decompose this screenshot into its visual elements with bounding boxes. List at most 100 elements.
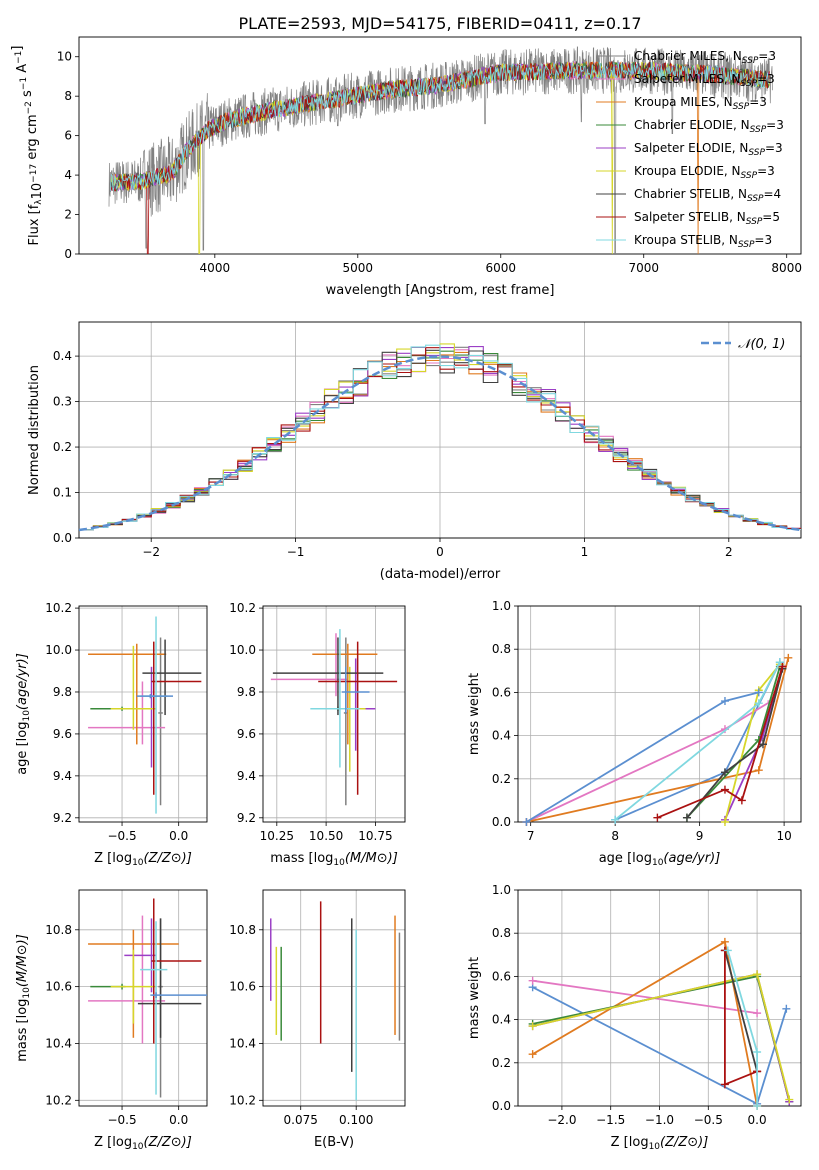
plus-marker xyxy=(720,697,729,706)
y-tick-label: 9.2 xyxy=(53,811,72,825)
massweight-vs-age-panel: 7 8 9 10 0.0 0.2 0.4 0.6 0.8 1.0 age [log10(age/yr… xyxy=(467,599,802,868)
age-vs-mass-panel: 10.25 10.50 10.75 9.2 9.4 9.6 9.8 10.0 10.2 mass … xyxy=(229,601,406,868)
legend-label: Salpeter ELODIE, NSSP=3 xyxy=(634,141,783,158)
legend-label: Kroupa STELIB, NSSP=3 xyxy=(634,233,772,250)
plus-marker xyxy=(720,785,729,794)
residuals-panel: −2 −1 0 1 2 0.0 0.1 0.2 0.3 0.4 𝒩(0, 1) (data-model… xyxy=(27,321,802,582)
y-tick-label: 10.6 xyxy=(45,980,72,994)
legend-label: Salpeter MILES, NSSP=3 xyxy=(634,72,775,89)
legend-label: Kroupa MILES, NSSP=3 xyxy=(634,95,767,112)
plus-marker xyxy=(778,662,787,671)
x-tick-label: 0.0 xyxy=(748,1113,767,1127)
model-spectrum-line xyxy=(110,60,770,192)
y-tick-label: 1.0 xyxy=(492,599,511,613)
mass-weight-line xyxy=(724,950,758,1072)
x-tick-label: 0.100 xyxy=(339,1113,373,1127)
mass-weight-line xyxy=(532,973,791,1102)
y-tick-label: 9.6 xyxy=(237,727,256,741)
y-tick-label: 10.2 xyxy=(45,601,72,615)
plus-marker xyxy=(754,688,763,697)
mass-weight-line xyxy=(525,691,760,823)
x-axis-label: E(B-V) xyxy=(314,1135,354,1150)
x-tick-label: 7000 xyxy=(628,261,659,275)
y-axis-label: Flux [fλ10−17 erg cm−2 s−1 A−1] xyxy=(10,46,45,246)
y-tick-label: 10.2 xyxy=(45,1093,72,1107)
x-axis-label: Z [log10(Z/Z⊙)] xyxy=(94,1135,192,1152)
x-tick-label: 10.75 xyxy=(358,829,392,843)
plus-marker xyxy=(753,1048,762,1056)
y-tick-label: 0.6 xyxy=(492,685,511,699)
plus-marker xyxy=(753,970,762,979)
y-tick-label: 10.8 xyxy=(229,923,256,937)
y-tick-label: 8 xyxy=(64,89,72,103)
y-tick-label: 0.0 xyxy=(492,1099,511,1113)
mass-weight-line xyxy=(657,666,784,819)
y-tick-label: 0.2 xyxy=(53,440,72,454)
x-tick-label: −0.5 xyxy=(107,829,136,843)
y-tick-label: 10 xyxy=(57,50,72,64)
y-tick-label: 0.4 xyxy=(492,729,511,743)
y-tick-label: 0.2 xyxy=(492,1056,511,1070)
y-tick-label: 4 xyxy=(64,168,72,182)
plus-marker xyxy=(723,946,732,955)
x-tick-label: 10.50 xyxy=(309,829,343,843)
x-tick-label: 10 xyxy=(776,829,791,843)
mass-weight-line xyxy=(526,700,772,823)
x-tick-label: 10.25 xyxy=(260,829,294,843)
x-tick-label: −1.0 xyxy=(645,1113,674,1127)
y-tick-label: 10.6 xyxy=(229,980,256,994)
mass-weight-line xyxy=(724,663,781,823)
axes-frame xyxy=(517,889,802,1107)
y-tick-label: 0.2 xyxy=(492,772,511,786)
y-tick-label: 0.0 xyxy=(492,815,511,829)
y-tick-label: 9.8 xyxy=(237,685,256,699)
y-tick-label: 9.4 xyxy=(53,769,72,783)
y-axis-label: age [log10(age/yr)] xyxy=(15,653,32,775)
y-tick-label: 0.3 xyxy=(53,395,72,409)
legend-label: 𝒩(0, 1) xyxy=(738,337,785,352)
y-tick-label: 6 xyxy=(64,129,72,143)
plus-marker xyxy=(611,815,620,824)
x-tick-label: 2 xyxy=(725,545,733,559)
plus-marker xyxy=(754,699,763,708)
mass-vs-z-panel: −0.5 0.0 10.2 10.4 10.6 10.8 Z [log10(Z/Z⊙)] ma… xyxy=(15,889,208,1152)
plus-marker xyxy=(528,1050,537,1059)
axes-frame xyxy=(78,36,802,255)
legend-label: Salpeter STELIB, NSSP=5 xyxy=(634,210,780,227)
plus-marker xyxy=(753,1102,762,1110)
plus-marker xyxy=(775,658,784,667)
y-tick-label: 2 xyxy=(64,208,72,222)
y-tick-label: 0.6 xyxy=(492,969,511,983)
axes-frame xyxy=(78,889,208,1107)
x-axis-label: (data-model)/error xyxy=(380,567,501,582)
x-axis-label: mass [log10(M/M⊙)] xyxy=(270,851,398,868)
y-tick-label: 10.0 xyxy=(229,643,256,657)
normal-curve xyxy=(78,355,802,532)
x-tick-label: 8 xyxy=(611,829,619,843)
y-tick-label: 0.1 xyxy=(53,486,72,500)
massweight-vs-z-panel: −2.0 −1.5 −1.0 −0.5 0.0 0.0 0.2 0.4 0.6 0.8 1.0 Z [… xyxy=(467,883,802,1152)
x-tick-label: 0.0 xyxy=(169,1113,188,1127)
x-tick-label: −1 xyxy=(287,545,305,559)
plus-marker xyxy=(754,766,763,775)
y-tick-label: 9.8 xyxy=(53,685,72,699)
axes-frame xyxy=(262,889,406,1107)
x-axis-label: wavelength [Angstrom, rest frame] xyxy=(326,283,555,298)
x-tick-label: 0.075 xyxy=(284,1113,318,1127)
mass-weight-line xyxy=(532,940,758,1107)
age-vs-z-panel: −0.5 0.0 9.2 9.4 9.6 9.8 10.0 10.2 Z [log10(Z/Z⊙… xyxy=(15,601,208,868)
y-tick-label: 10.0 xyxy=(45,643,72,657)
mass-weight-line xyxy=(686,668,784,819)
y-tick-label: 1.0 xyxy=(492,883,511,897)
y-tick-label: 10.4 xyxy=(229,1036,256,1050)
legend-label: Kroupa ELODIE, NSSP=3 xyxy=(634,164,775,181)
y-tick-label: 10.2 xyxy=(229,1093,256,1107)
x-tick-label: 1 xyxy=(581,545,589,559)
x-axis-label: Z [log10(Z/Z⊙)] xyxy=(611,1135,709,1152)
x-tick-label: −2 xyxy=(142,545,160,559)
plus-marker xyxy=(522,818,531,826)
y-tick-label: 0.8 xyxy=(492,926,511,940)
axes-frame xyxy=(78,605,208,823)
x-tick-label: 0.0 xyxy=(169,829,188,843)
